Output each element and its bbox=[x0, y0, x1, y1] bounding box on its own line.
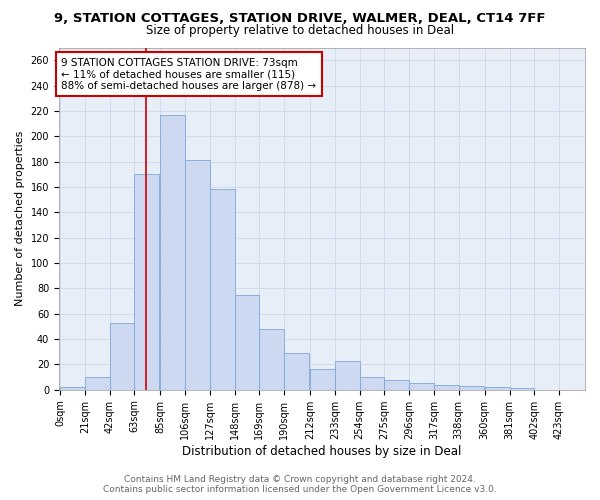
Bar bbox=[459, 386, 484, 390]
Y-axis label: Number of detached properties: Number of detached properties bbox=[15, 131, 25, 306]
Bar bbox=[485, 387, 509, 390]
Bar bbox=[160, 114, 185, 390]
Text: 9, STATION COTTAGES, STATION DRIVE, WALMER, DEAL, CT14 7FF: 9, STATION COTTAGES, STATION DRIVE, WALM… bbox=[54, 12, 546, 26]
Text: Size of property relative to detached houses in Deal: Size of property relative to detached ho… bbox=[146, 24, 454, 37]
Bar bbox=[310, 370, 335, 390]
Bar bbox=[409, 384, 434, 390]
Bar bbox=[335, 360, 359, 390]
Bar bbox=[385, 380, 409, 390]
Bar bbox=[134, 174, 159, 390]
Bar bbox=[235, 294, 259, 390]
Bar bbox=[60, 387, 85, 390]
Text: 9 STATION COTTAGES STATION DRIVE: 73sqm
← 11% of detached houses are smaller (11: 9 STATION COTTAGES STATION DRIVE: 73sqm … bbox=[61, 58, 316, 91]
Bar bbox=[85, 377, 110, 390]
Bar bbox=[434, 384, 459, 390]
Bar bbox=[110, 322, 134, 390]
Text: Contains HM Land Registry data © Crown copyright and database right 2024.
Contai: Contains HM Land Registry data © Crown c… bbox=[103, 474, 497, 494]
Bar bbox=[509, 388, 534, 390]
Bar bbox=[284, 353, 309, 390]
Bar bbox=[185, 160, 210, 390]
X-axis label: Distribution of detached houses by size in Deal: Distribution of detached houses by size … bbox=[182, 444, 461, 458]
Bar bbox=[259, 329, 284, 390]
Bar bbox=[359, 377, 385, 390]
Bar bbox=[210, 190, 235, 390]
